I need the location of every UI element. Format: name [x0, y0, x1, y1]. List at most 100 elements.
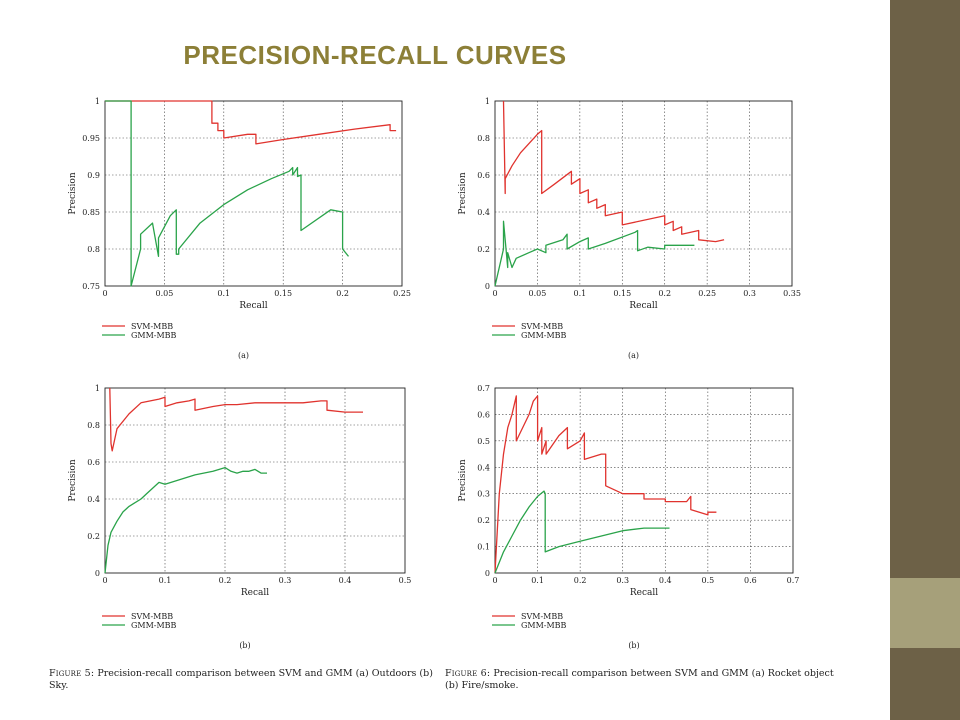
chart-2-y-tick-label: 0.6 — [477, 171, 490, 180]
chart-2-sublabel: (a) — [628, 351, 639, 360]
chart-3-legend-label-svm-mbb: SVM-MBB — [131, 612, 173, 621]
chart-1-plot-frame — [104, 100, 403, 287]
slide-title: PRECISION-RECALL CURVES — [183, 40, 567, 70]
chart-1-y-tick-label: 0.75 — [82, 282, 100, 291]
chart-2-x-tick-label: 0 — [492, 289, 497, 298]
chart-1-x-tick-label: 0.15 — [274, 289, 292, 298]
chart-2-x-tick-label: 0.35 — [783, 289, 801, 298]
chart-4-legend-label-svm-mbb: SVM-MBB — [521, 612, 563, 621]
figure-6-caption-text: Precision-recall comparison between SVM … — [445, 668, 834, 691]
chart-3-x-tick-label: 0.1 — [159, 576, 172, 585]
chart-4-y-tick-label: 0.6 — [477, 410, 490, 419]
chart-3-y-tick-label: 0.6 — [87, 458, 100, 467]
chart-4-x-axis-label: Recall — [630, 588, 658, 598]
chart-2-x-axis-label: Recall — [629, 301, 657, 311]
chart-1-x-tick-label: 0 — [102, 289, 107, 298]
chart-1-legend-label-svm-mbb: SVM-MBB — [131, 322, 173, 331]
chart-2-legend-label-svm-mbb: SVM-MBB — [521, 322, 563, 331]
chart-3-x-tick-label: 0 — [102, 576, 107, 585]
chart-4-y-tick-label: 0.5 — [477, 437, 490, 446]
chart-4-x-tick-label: 0.1 — [531, 576, 544, 585]
chart-3-series-gmm-mbb — [104, 466, 267, 574]
chart-3-plot-frame — [104, 387, 406, 574]
chart-4-plot-frame — [494, 387, 794, 574]
chart-1-y-tick-label: 1 — [95, 97, 100, 106]
chart-3-y-axis-label: Precision — [68, 459, 78, 502]
chart-4-y-axis-label: Precision — [458, 459, 468, 502]
figure-5-caption: Figure 5: Precision-recall comparison be… — [49, 668, 444, 692]
chart-4-x-tick-label: 0.6 — [744, 576, 757, 585]
chart-2-y-tick-label: 1 — [485, 97, 490, 106]
chart-4-x-tick-label: 0 — [492, 576, 497, 585]
chart-1-y-tick-label: 0.85 — [82, 208, 100, 217]
chart-4: 0 0.1 0.2 0.3 0.4 0.5 0.6 0.7 0 0.1 0.2 0.3 0.4 0.5 0.… — [458, 384, 799, 650]
chart-4-y-tick-label: 0.2 — [477, 516, 490, 525]
chart-2-x-tick-label: 0.25 — [698, 289, 716, 298]
chart-4-x-tick-label: 0.7 — [787, 576, 800, 585]
chart-1-x-tick-label: 0.05 — [155, 289, 173, 298]
chart-4-y-tick-label: 0.4 — [477, 463, 490, 472]
chart-4-x-tick-label: 0.3 — [616, 576, 629, 585]
precision-recall-figure: 0 0.05 0.1 0.15 0.2 0.25 0.75 0.8 0.85 0.9 0.95 1 Re… — [68, 97, 801, 650]
chart-3-x-tick-label: 0.3 — [279, 576, 292, 585]
chart-1-y-tick-label: 0.8 — [87, 245, 100, 254]
chart-4-y-tick-label: 0.3 — [477, 490, 490, 499]
chart-3-y-tick-label: 0.2 — [87, 532, 100, 541]
chart-4-y-tick-label: 0.1 — [477, 543, 490, 552]
chart-1-legend-label-gmm-mbb: GMM-MBB — [131, 331, 177, 340]
chart-4-x-tick-label: 0.2 — [574, 576, 587, 585]
chart-4-x-tick-label: 0.4 — [659, 576, 672, 585]
chart-1: 0 0.05 0.1 0.15 0.2 0.25 0.75 0.8 0.85 0.9 0.95 1 Re… — [68, 97, 411, 360]
chart-1-sublabel: (a) — [238, 351, 249, 360]
chart-2-x-tick-label: 0.15 — [613, 289, 631, 298]
chart-2-legend-label-gmm-mbb: GMM-MBB — [521, 331, 567, 340]
chart-1-series-svm-mbb — [105, 100, 397, 145]
chart-2-x-tick-label: 0.05 — [529, 289, 547, 298]
chart-4-series-svm-mbb — [494, 395, 717, 574]
chart-3-y-tick-label: 0.8 — [87, 421, 100, 430]
chart-3-legend-label-gmm-mbb: GMM-MBB — [131, 621, 177, 630]
chart-3-series-svm-mbb — [109, 387, 363, 452]
chart-2-y-tick-label: 0 — [485, 282, 490, 291]
chart-2: 0 0.05 0.1 0.15 0.2 0.25 0.3 0.35 0 0.2 0.4 0.6 0.8 1… — [458, 97, 801, 360]
figure-5-caption-text: Precision-recall comparison between SVM … — [49, 668, 433, 691]
figure-5-caption-head: Figure 5: — [49, 668, 95, 679]
chart-1-series-gmm-mbb — [105, 100, 350, 287]
chart-2-series-gmm-mbb — [494, 220, 695, 287]
figure-panel: 0 0.05 0.1 0.15 0.2 0.25 0.75 0.8 0.85 0.9 0.95 1 Re… — [47, 96, 873, 720]
chart-3-x-tick-label: 0.2 — [219, 576, 232, 585]
chart-2-series-svm-mbb — [502, 100, 725, 243]
chart-3: 0 0.1 0.2 0.3 0.4 0.5 0 0.2 0.4 0.6 0.8 1 Recall Prec… — [68, 384, 411, 650]
chart-3-x-tick-label: 0.4 — [339, 576, 352, 585]
chart-2-y-axis-label: Precision — [458, 172, 468, 215]
figure-6-caption-head: Figure 6: — [445, 668, 491, 679]
chart-2-y-tick-label: 0.2 — [477, 245, 490, 254]
chart-3-y-tick-label: 0 — [95, 569, 100, 578]
chart-2-y-tick-label: 0.8 — [477, 134, 490, 143]
figure-6-caption: Figure 6: Precision-recall comparison be… — [445, 668, 840, 692]
slide-sidebar-accent — [890, 578, 960, 648]
chart-1-y-axis-label: Precision — [68, 172, 78, 215]
chart-3-x-axis-label: Recall — [241, 588, 269, 598]
chart-3-y-tick-label: 0.4 — [87, 495, 100, 504]
chart-2-x-tick-label: 0.1 — [573, 289, 586, 298]
chart-2-plot-frame — [494, 100, 793, 287]
chart-4-sublabel: (b) — [628, 641, 639, 650]
chart-3-y-tick-label: 1 — [95, 384, 100, 393]
chart-2-x-tick-label: 0.3 — [743, 289, 756, 298]
chart-1-x-tick-label: 0.2 — [336, 289, 349, 298]
chart-4-series-gmm-mbb — [494, 490, 670, 574]
chart-4-y-tick-label: 0 — [485, 569, 490, 578]
chart-3-sublabel: (b) — [239, 641, 250, 650]
chart-1-x-tick-label: 0.1 — [217, 289, 230, 298]
chart-1-x-axis-label: Recall — [239, 301, 267, 311]
chart-4-x-tick-label: 0.5 — [701, 576, 714, 585]
chart-4-legend-label-gmm-mbb: GMM-MBB — [521, 621, 567, 630]
chart-2-x-tick-label: 0.2 — [658, 289, 671, 298]
chart-3-x-tick-label: 0.5 — [399, 576, 412, 585]
chart-1-y-tick-label: 0.9 — [87, 171, 100, 180]
chart-1-y-tick-label: 0.95 — [82, 134, 100, 143]
chart-1-x-tick-label: 0.25 — [393, 289, 411, 298]
chart-2-y-tick-label: 0.4 — [477, 208, 490, 217]
chart-4-y-tick-label: 0.7 — [477, 384, 490, 393]
